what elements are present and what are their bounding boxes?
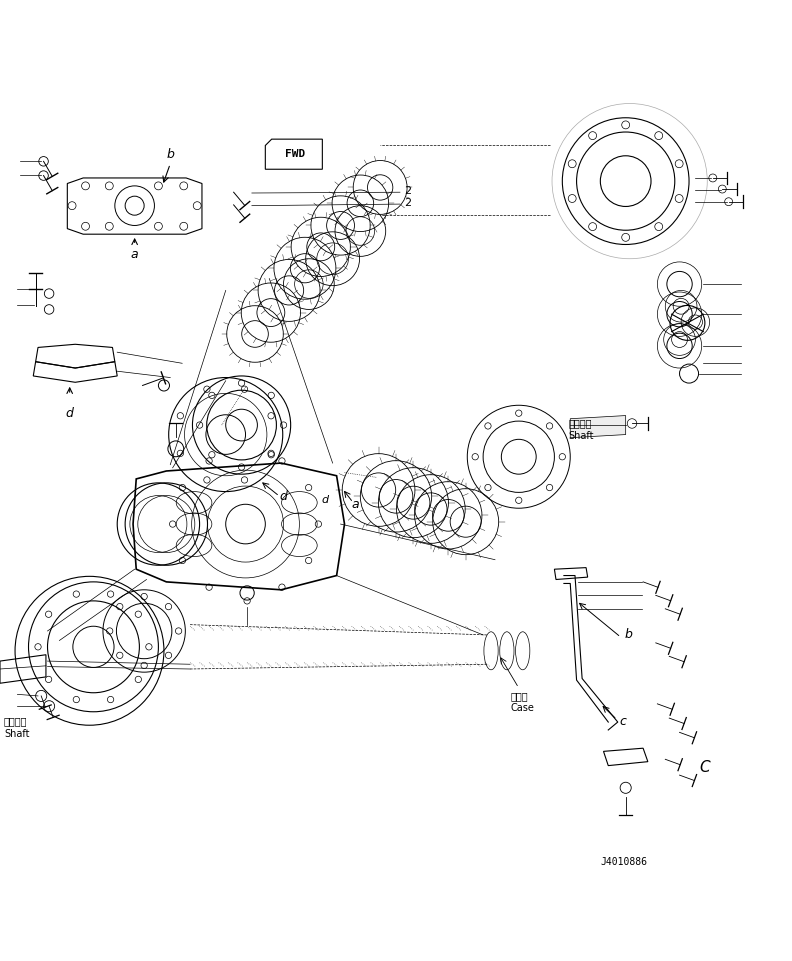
Text: b: b: [166, 148, 174, 160]
Text: Shaft: Shaft: [4, 729, 29, 739]
Text: d: d: [280, 490, 287, 503]
Text: 2: 2: [404, 185, 411, 196]
Text: Case: Case: [511, 702, 535, 713]
Text: b: b: [624, 628, 632, 641]
Text: Shaft: Shaft: [569, 431, 594, 441]
Text: a: a: [351, 498, 359, 510]
Text: a: a: [131, 249, 139, 261]
Text: J4010886: J4010886: [600, 857, 648, 867]
Text: c: c: [619, 715, 626, 727]
Text: 2: 2: [404, 198, 411, 209]
Text: シャフト: シャフト: [569, 418, 592, 429]
Text: C: C: [699, 760, 710, 775]
Text: ケース: ケース: [511, 691, 528, 701]
Text: FWD: FWD: [285, 149, 306, 160]
Polygon shape: [570, 415, 626, 437]
Text: d: d: [322, 495, 328, 505]
Text: d: d: [66, 407, 74, 420]
Text: シャフト: シャフト: [4, 716, 28, 727]
